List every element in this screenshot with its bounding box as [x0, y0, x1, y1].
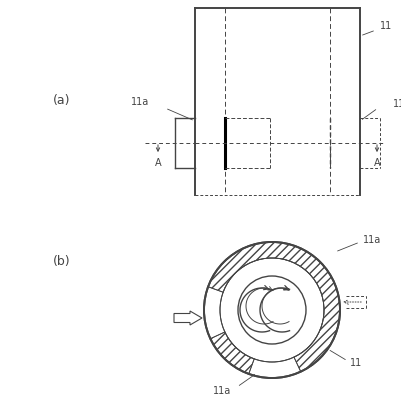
Text: (b): (b) — [53, 255, 71, 268]
Text: 11a: 11a — [392, 99, 401, 109]
Text: 11: 11 — [349, 358, 361, 368]
Text: 11a: 11a — [131, 97, 149, 107]
Text: A: A — [154, 158, 161, 168]
Text: (a): (a) — [53, 93, 71, 106]
Text: 11: 11 — [379, 21, 391, 31]
Text: 11a: 11a — [362, 235, 380, 245]
Text: A: A — [373, 158, 379, 168]
FancyArrow shape — [174, 311, 201, 325]
Text: 11a: 11a — [213, 386, 231, 394]
